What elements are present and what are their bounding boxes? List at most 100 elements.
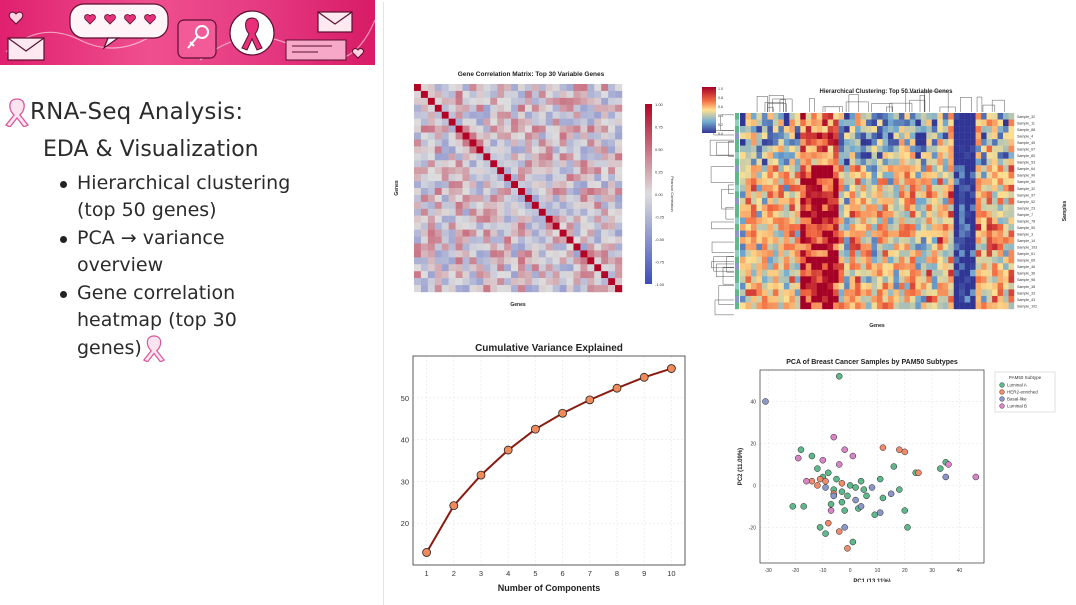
heatmap-cell (756, 282, 763, 290)
heatmap-cell (448, 285, 456, 293)
heatmap-cell (975, 243, 982, 251)
heatmap-cell (483, 125, 491, 133)
heatmap-cell (942, 217, 949, 225)
row-color-strip (735, 119, 739, 127)
heatmap-cell (594, 104, 602, 112)
heatmap-cell (860, 113, 867, 120)
heatmap-cell (1008, 295, 1015, 303)
heatmap-cell (434, 132, 442, 140)
heatmap-cell (992, 152, 998, 159)
heatmap-cell (942, 113, 949, 120)
heatmap-cell (552, 201, 560, 209)
data-point (945, 461, 952, 468)
heatmap-cell (920, 184, 927, 192)
heatmap-cell (898, 165, 905, 172)
heatmap-cell (427, 236, 435, 244)
heatmap-cell (811, 250, 817, 257)
heatmap-cell (822, 250, 828, 257)
heatmap-cell (441, 84, 449, 92)
heatmap-cell (767, 217, 774, 225)
heatmap-cell (767, 250, 774, 257)
heatmap-cell (750, 263, 757, 270)
bullet-line: Gene correlation (77, 282, 236, 304)
heatmap-cell (518, 160, 526, 168)
heatmap-cell (816, 158, 823, 166)
heatmap-cell (811, 191, 817, 199)
heatmap-cell (953, 158, 960, 166)
heatmap-cell (745, 295, 752, 303)
heatmap-cell (587, 174, 595, 182)
heatmap-cell (794, 256, 801, 264)
heatmap-cell (822, 230, 828, 238)
heatmap-cell (970, 171, 976, 179)
heatmap-cell (1003, 132, 1009, 140)
heatmap-cell (909, 302, 916, 310)
legend-marker (999, 382, 1005, 388)
heatmap-cell (587, 139, 595, 147)
heatmap-cell (893, 132, 900, 140)
heatmap-cell (964, 197, 971, 205)
data-point (666, 364, 676, 373)
heatmap-cell (849, 276, 856, 284)
heatmap-cell (887, 263, 894, 270)
heatmap-cell (937, 197, 943, 205)
heatmap-cell (573, 153, 581, 161)
heatmap-cell (587, 118, 595, 126)
heatmap-cell (511, 174, 519, 182)
heatmap-cell (992, 276, 998, 284)
heatmap-cell (427, 132, 435, 140)
heatmap-cell (772, 250, 779, 257)
heatmap-cell (789, 171, 795, 179)
heatmap-cell (772, 132, 779, 140)
heatmap-cell (849, 139, 856, 146)
heatmap-cell (580, 188, 588, 196)
heatmap-cell (587, 146, 595, 154)
heatmap-cell (904, 289, 911, 297)
heatmap-cell (761, 165, 768, 172)
heatmap-cell (573, 278, 581, 286)
heatmap-cell (860, 132, 867, 140)
heatmap-cell (882, 302, 889, 310)
heatmap-cell (608, 271, 616, 279)
heatmap-cell (822, 165, 828, 172)
heatmap-cell (504, 271, 512, 279)
heatmap-cell (518, 97, 526, 105)
heatmap-cell (483, 278, 491, 286)
heatmap-cell (783, 165, 790, 172)
heatmap-cell (559, 278, 567, 286)
heatmap-cell (490, 188, 498, 196)
heatmap-cell (794, 178, 801, 186)
heatmap-cell (937, 145, 943, 153)
colorbar-tick-label: 0.50 (655, 147, 664, 152)
heatmap-cell (981, 145, 987, 153)
heatmap-cell (1003, 211, 1009, 218)
heatmap-cell (587, 188, 595, 196)
heatmap-cell (860, 302, 867, 310)
heatmap-cell (531, 181, 539, 189)
heatmap-cell (909, 126, 916, 133)
row-label: Sample_103 (1017, 246, 1037, 250)
heatmap-cell (789, 276, 795, 284)
heatmap-cell (772, 165, 779, 172)
heatmap-cell (800, 289, 806, 297)
heatmap-cell (866, 171, 872, 179)
heatmap-cell (975, 256, 982, 264)
heatmap-cell (531, 236, 539, 244)
heatmap-cell (455, 229, 463, 237)
heatmap-cell (531, 118, 539, 126)
heatmap-cell (608, 160, 616, 168)
heatmap-cell (441, 139, 449, 147)
heatmap-cell (615, 125, 623, 133)
heatmap-cell (937, 126, 943, 133)
heatmap-cell (920, 282, 927, 290)
heatmap-cell (524, 97, 533, 105)
heatmap-cell (740, 139, 746, 146)
data-point (852, 496, 859, 504)
heatmap-cell (838, 224, 845, 231)
heatmap-cell (877, 197, 883, 205)
heatmap-cell (615, 236, 623, 244)
heatmap-cell (789, 211, 795, 218)
heatmap-cell (511, 188, 519, 196)
heatmap-cell (975, 165, 982, 172)
heatmap-cell (538, 243, 546, 251)
